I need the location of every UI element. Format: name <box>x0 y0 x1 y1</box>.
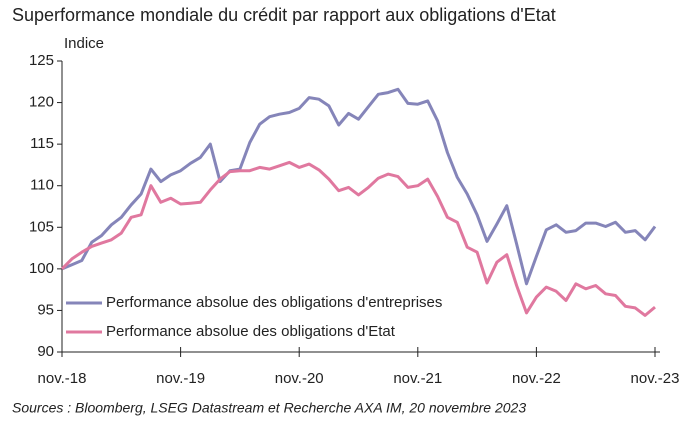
y-axis-label: Indice <box>64 35 104 52</box>
y-tick-label: 100 <box>29 260 54 277</box>
x-tick-label: nov.-20 <box>275 370 324 387</box>
chart-title: Superformance mondiale du crédit par rap… <box>12 5 556 25</box>
x-tick-label: nov.-22 <box>512 370 561 387</box>
y-tick-label: 95 <box>37 301 54 318</box>
x-tick-label: nov.-19 <box>156 370 205 387</box>
y-tick-label: 120 <box>29 94 54 111</box>
legend-label: Performance absolue des obligations d'Et… <box>106 323 396 340</box>
series-line <box>60 160 656 317</box>
y-tick-label: 110 <box>30 177 54 194</box>
series-line <box>61 87 657 286</box>
x-tick-label: nov.-23 <box>631 370 680 387</box>
y-tick-label: 105 <box>29 218 54 235</box>
x-tick-label: nov.-18 <box>38 370 87 387</box>
y-tick-label: 115 <box>30 135 54 152</box>
source: Sources : Bloomberg, LSEG Datastream et … <box>12 400 526 416</box>
x-tick-label: nov.-21 <box>393 370 442 387</box>
y-tick-label: 125 <box>29 52 54 69</box>
y-tick-label: 90 <box>37 343 54 360</box>
legend-label: Performance absolue des obligations d'en… <box>106 294 442 311</box>
